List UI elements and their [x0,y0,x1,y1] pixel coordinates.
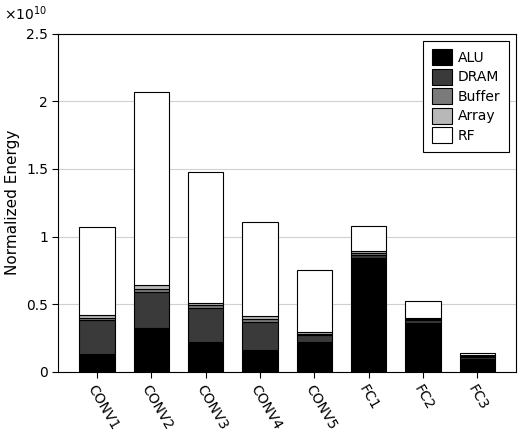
Legend: ALU, DRAM, Buffer, Array, RF: ALU, DRAM, Buffer, Array, RF [423,41,509,152]
Bar [134,285,169,289]
Bar [188,303,223,306]
Bar [460,355,495,356]
Bar [79,315,114,317]
Bar [134,289,169,292]
Bar [406,301,440,317]
Bar [79,227,114,315]
Bar [351,226,386,252]
Bar [296,335,332,342]
Bar [242,322,278,350]
Bar [296,334,332,335]
Bar [351,255,386,258]
Bar [242,319,278,322]
Bar [406,320,440,323]
Bar [79,320,114,354]
Bar [460,353,495,355]
Bar [134,92,169,285]
Bar [460,357,495,360]
Bar [296,333,332,334]
Bar [188,306,223,308]
Bar [242,221,278,316]
Bar [188,308,223,342]
Text: $\times10^{10}$: $\times10^{10}$ [4,4,47,23]
Bar [296,342,332,371]
Bar [460,360,495,371]
Bar [79,354,114,371]
Bar [351,258,386,371]
Bar [134,292,169,328]
Bar [351,252,386,253]
Bar [242,350,278,371]
Bar [79,317,114,320]
Bar [188,172,223,303]
Bar [296,270,332,333]
Bar [406,317,440,319]
Bar [406,323,440,371]
Y-axis label: Normalized Energy: Normalized Energy [5,130,20,276]
Bar [460,356,495,357]
Bar [188,342,223,371]
Bar [351,253,386,255]
Bar [134,328,169,371]
Bar [242,316,278,319]
Bar [406,319,440,320]
